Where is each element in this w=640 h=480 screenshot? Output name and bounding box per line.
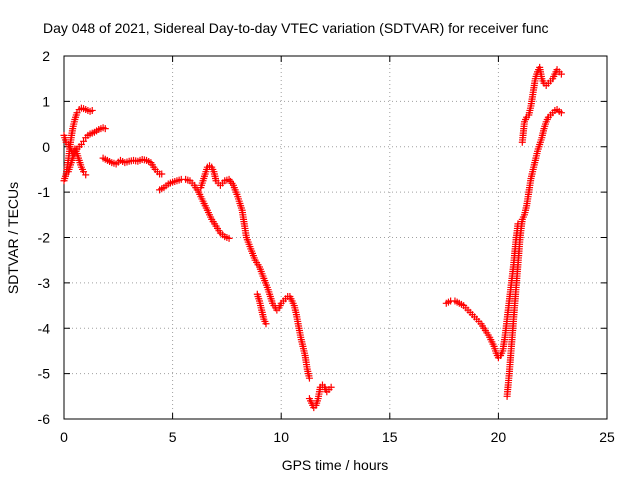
- grid-lines: [64, 56, 607, 419]
- x-tick-label: 0: [60, 429, 68, 445]
- plot-area-frame: [63, 55, 608, 420]
- data-point: [82, 171, 90, 179]
- y-tick-label: -4: [38, 320, 51, 336]
- axis-ticks: 0 5 10 15 20 25 -6 -5 -4 -3 -2 -1 0 1 2: [38, 48, 615, 445]
- data-point: [305, 374, 313, 382]
- y-tick-label: -2: [38, 230, 51, 246]
- y-tick-label: 0: [42, 139, 50, 155]
- data-point: [88, 106, 96, 114]
- data-point: [327, 383, 335, 391]
- y-tick-label: -5: [38, 366, 51, 382]
- data-point: [158, 170, 166, 178]
- x-tick-label: 10: [273, 429, 289, 445]
- x-axis-label: GPS time / hours: [282, 457, 389, 473]
- data-point: [557, 109, 565, 117]
- x-tick-label: 15: [382, 429, 398, 445]
- data-point: [262, 320, 270, 328]
- x-tick-label: 25: [599, 429, 615, 445]
- data-point: [101, 125, 109, 133]
- y-axis-label: SDTVAR / TECUs: [5, 182, 21, 294]
- y-tick-label: -6: [38, 411, 51, 427]
- x-tick-label: 5: [169, 429, 177, 445]
- data-markers: [60, 63, 565, 412]
- data-point: [557, 70, 565, 78]
- data-point: [225, 234, 233, 242]
- y-tick-label: 2: [42, 48, 50, 64]
- chart-title: Day 048 of 2021, Sidereal Day-to-day VTE…: [43, 20, 549, 36]
- y-tick-label: 1: [42, 93, 50, 109]
- x-tick-label: 20: [491, 429, 507, 445]
- y-tick-label: -1: [38, 184, 51, 200]
- data-point: [80, 137, 88, 145]
- y-tick-label: -3: [38, 275, 51, 291]
